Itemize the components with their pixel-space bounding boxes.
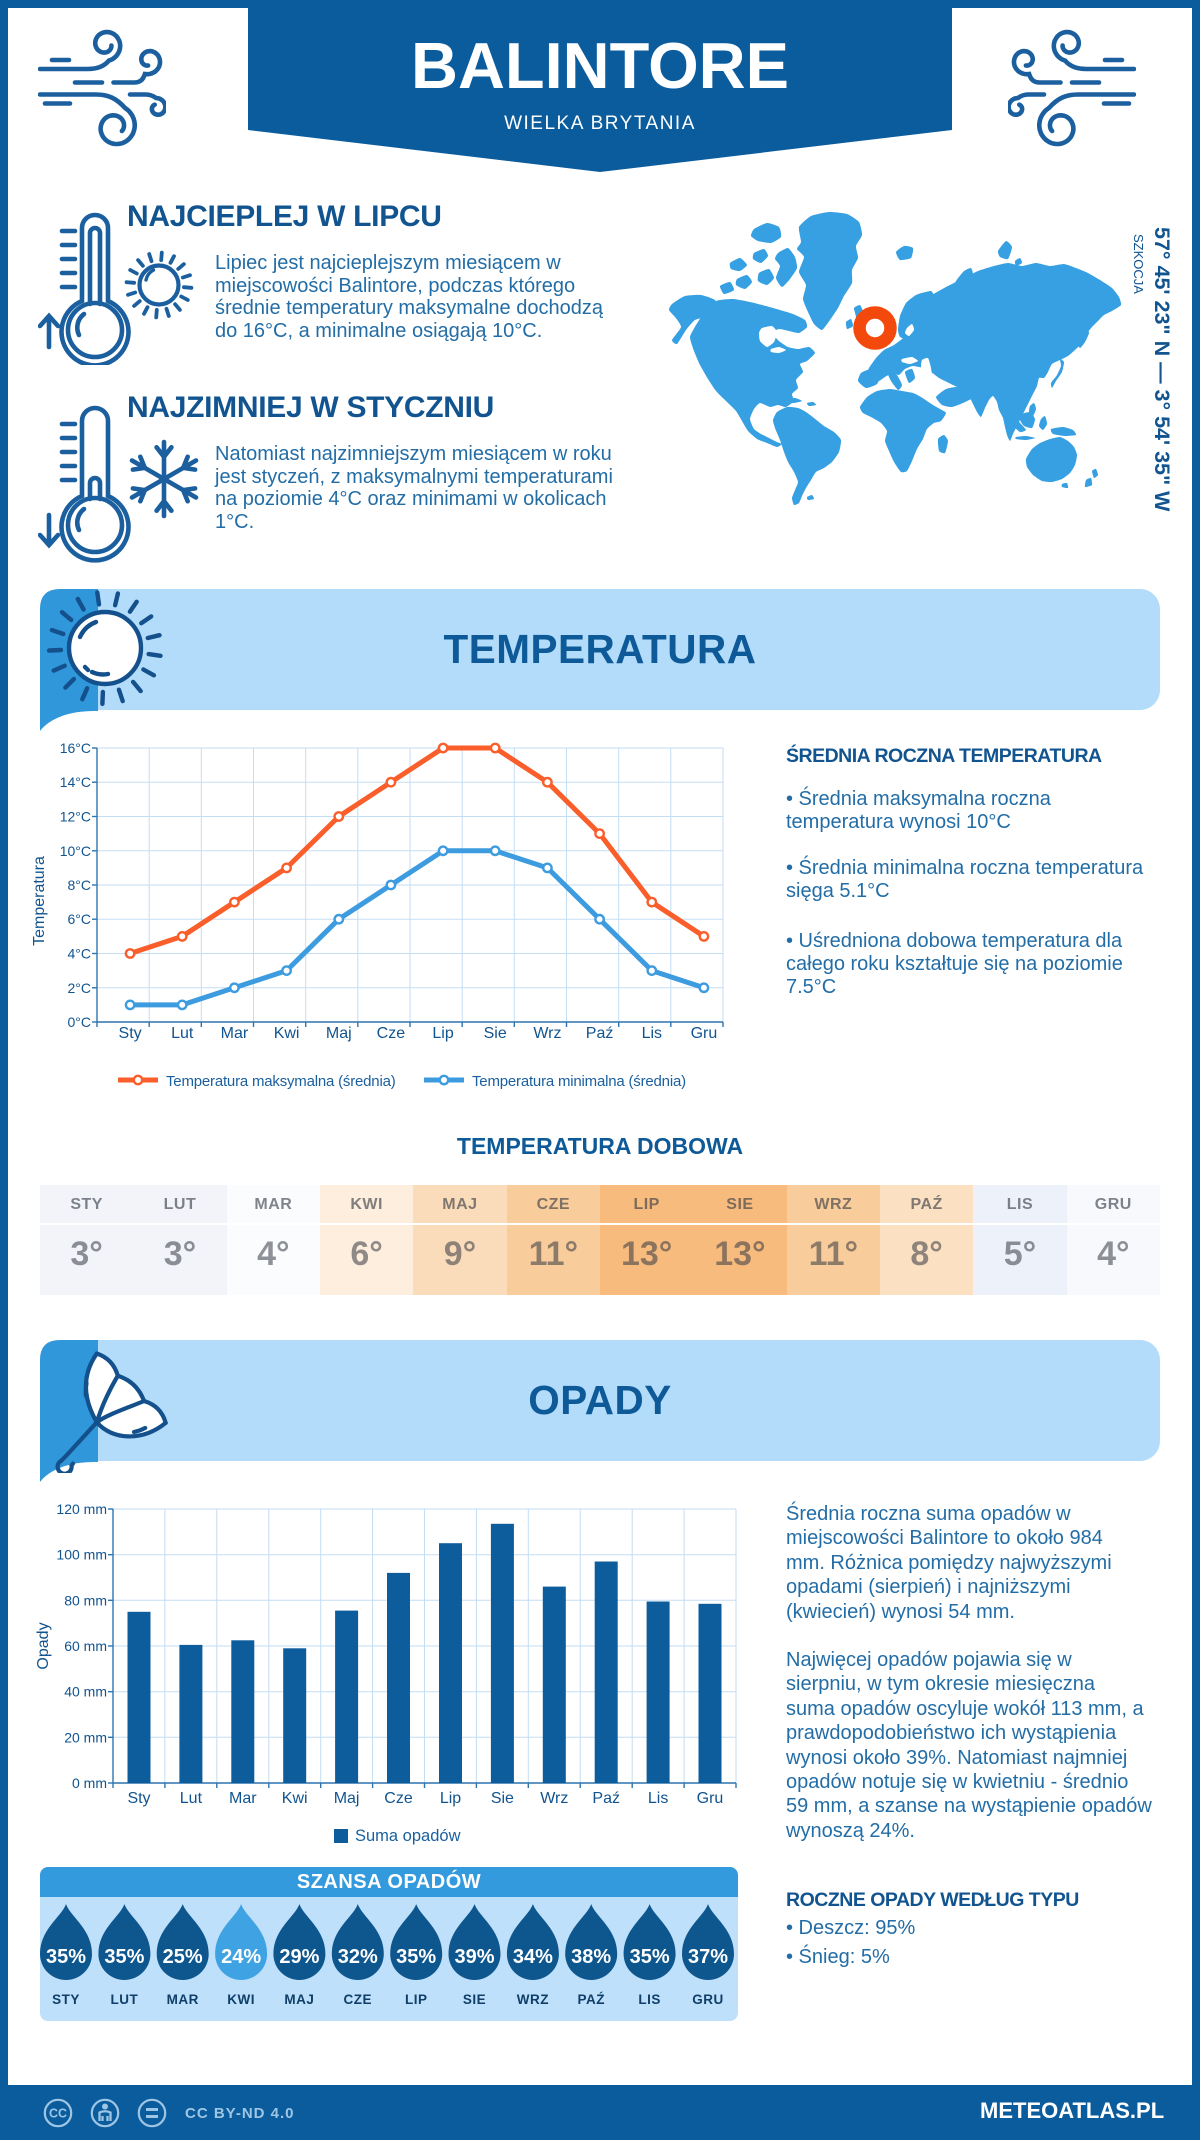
svg-text:32%: 32% bbox=[338, 1946, 378, 1968]
svg-text:Wrz: Wrz bbox=[533, 1025, 561, 1042]
svg-text:37%: 37% bbox=[688, 1946, 728, 1968]
svg-text:SIE: SIE bbox=[463, 1992, 486, 2007]
svg-text:Maj: Maj bbox=[334, 1790, 360, 1807]
svg-text:Lis: Lis bbox=[642, 1025, 662, 1042]
svg-text:16°C: 16°C bbox=[60, 740, 91, 756]
svg-text:Sty: Sty bbox=[127, 1790, 150, 1807]
svg-text:CC: CC bbox=[49, 2107, 67, 2121]
svg-text:35%: 35% bbox=[104, 1946, 144, 1968]
svg-text:GRU: GRU bbox=[692, 1992, 724, 2007]
svg-text:Opady: Opady bbox=[35, 1622, 52, 1669]
svg-text:120 mm: 120 mm bbox=[56, 1501, 107, 1517]
svg-text:12°C: 12°C bbox=[60, 809, 91, 825]
svg-text:Lip: Lip bbox=[440, 1790, 461, 1807]
svg-text:Kwi: Kwi bbox=[282, 1790, 308, 1807]
svg-text:4°C: 4°C bbox=[68, 946, 92, 962]
svg-text:Paź: Paź bbox=[592, 1790, 620, 1807]
svg-text:Lut: Lut bbox=[180, 1790, 203, 1807]
svg-text:80 mm: 80 mm bbox=[64, 1592, 107, 1608]
svg-text:14°C: 14°C bbox=[60, 774, 91, 790]
svg-text:Temperatura minimalna (średnia: Temperatura minimalna (średnia) bbox=[472, 1073, 686, 1090]
svg-text:Lis: Lis bbox=[648, 1790, 668, 1807]
svg-text:8°C: 8°C bbox=[68, 877, 92, 893]
svg-text:0 mm: 0 mm bbox=[72, 1775, 107, 1791]
svg-text:STY: STY bbox=[52, 1992, 80, 2007]
svg-text:20 mm: 20 mm bbox=[64, 1729, 107, 1745]
svg-text:10°C: 10°C bbox=[60, 843, 91, 859]
svg-text:Kwi: Kwi bbox=[274, 1025, 300, 1042]
svg-text:0°C: 0°C bbox=[68, 1014, 92, 1030]
svg-text:35%: 35% bbox=[46, 1946, 86, 1968]
svg-text:Lut: Lut bbox=[171, 1025, 194, 1042]
svg-text:24%: 24% bbox=[221, 1946, 261, 1968]
svg-text:MAR: MAR bbox=[167, 1992, 199, 2007]
svg-text:Maj: Maj bbox=[326, 1025, 352, 1042]
svg-text:Mar: Mar bbox=[229, 1790, 257, 1807]
svg-text:6°C: 6°C bbox=[68, 911, 92, 927]
svg-text:Cze: Cze bbox=[384, 1790, 413, 1807]
svg-text:Temperatura maksymalna (średni: Temperatura maksymalna (średnia) bbox=[166, 1073, 396, 1090]
svg-text:Sie: Sie bbox=[484, 1025, 507, 1042]
svg-text:Cze: Cze bbox=[377, 1025, 406, 1042]
svg-text:Suma opadów: Suma opadów bbox=[355, 1827, 461, 1845]
svg-text:29%: 29% bbox=[279, 1946, 319, 1968]
svg-text:Gru: Gru bbox=[691, 1025, 718, 1042]
svg-text:WRZ: WRZ bbox=[517, 1992, 549, 2007]
svg-text:100 mm: 100 mm bbox=[56, 1547, 107, 1563]
svg-text:Mar: Mar bbox=[221, 1025, 249, 1042]
svg-text:Wrz: Wrz bbox=[540, 1790, 568, 1807]
svg-text:MAJ: MAJ bbox=[284, 1992, 314, 2007]
svg-text:34%: 34% bbox=[513, 1946, 553, 1968]
svg-text:Sty: Sty bbox=[119, 1025, 142, 1042]
svg-text:39%: 39% bbox=[454, 1946, 494, 1968]
svg-text:Lip: Lip bbox=[432, 1025, 453, 1042]
svg-text:25%: 25% bbox=[163, 1946, 203, 1968]
svg-text:Sie: Sie bbox=[491, 1790, 514, 1807]
svg-text:PAŹ: PAŹ bbox=[577, 1992, 605, 2007]
svg-text:60 mm: 60 mm bbox=[64, 1638, 107, 1654]
svg-text:2°C: 2°C bbox=[68, 980, 92, 996]
svg-text:Temperatura: Temperatura bbox=[31, 856, 48, 946]
svg-text:KWI: KWI bbox=[227, 1992, 255, 2007]
svg-text:38%: 38% bbox=[571, 1946, 611, 1968]
svg-text:LUT: LUT bbox=[111, 1992, 139, 2007]
svg-text:Paź: Paź bbox=[586, 1025, 614, 1042]
svg-text:LIP: LIP bbox=[405, 1992, 428, 2007]
svg-text:40 mm: 40 mm bbox=[64, 1684, 107, 1700]
svg-text:CZE: CZE bbox=[344, 1992, 373, 2007]
svg-text:Gru: Gru bbox=[697, 1790, 724, 1807]
svg-text:35%: 35% bbox=[630, 1946, 670, 1968]
svg-text:LIS: LIS bbox=[638, 1992, 661, 2007]
svg-text:35%: 35% bbox=[396, 1946, 436, 1968]
